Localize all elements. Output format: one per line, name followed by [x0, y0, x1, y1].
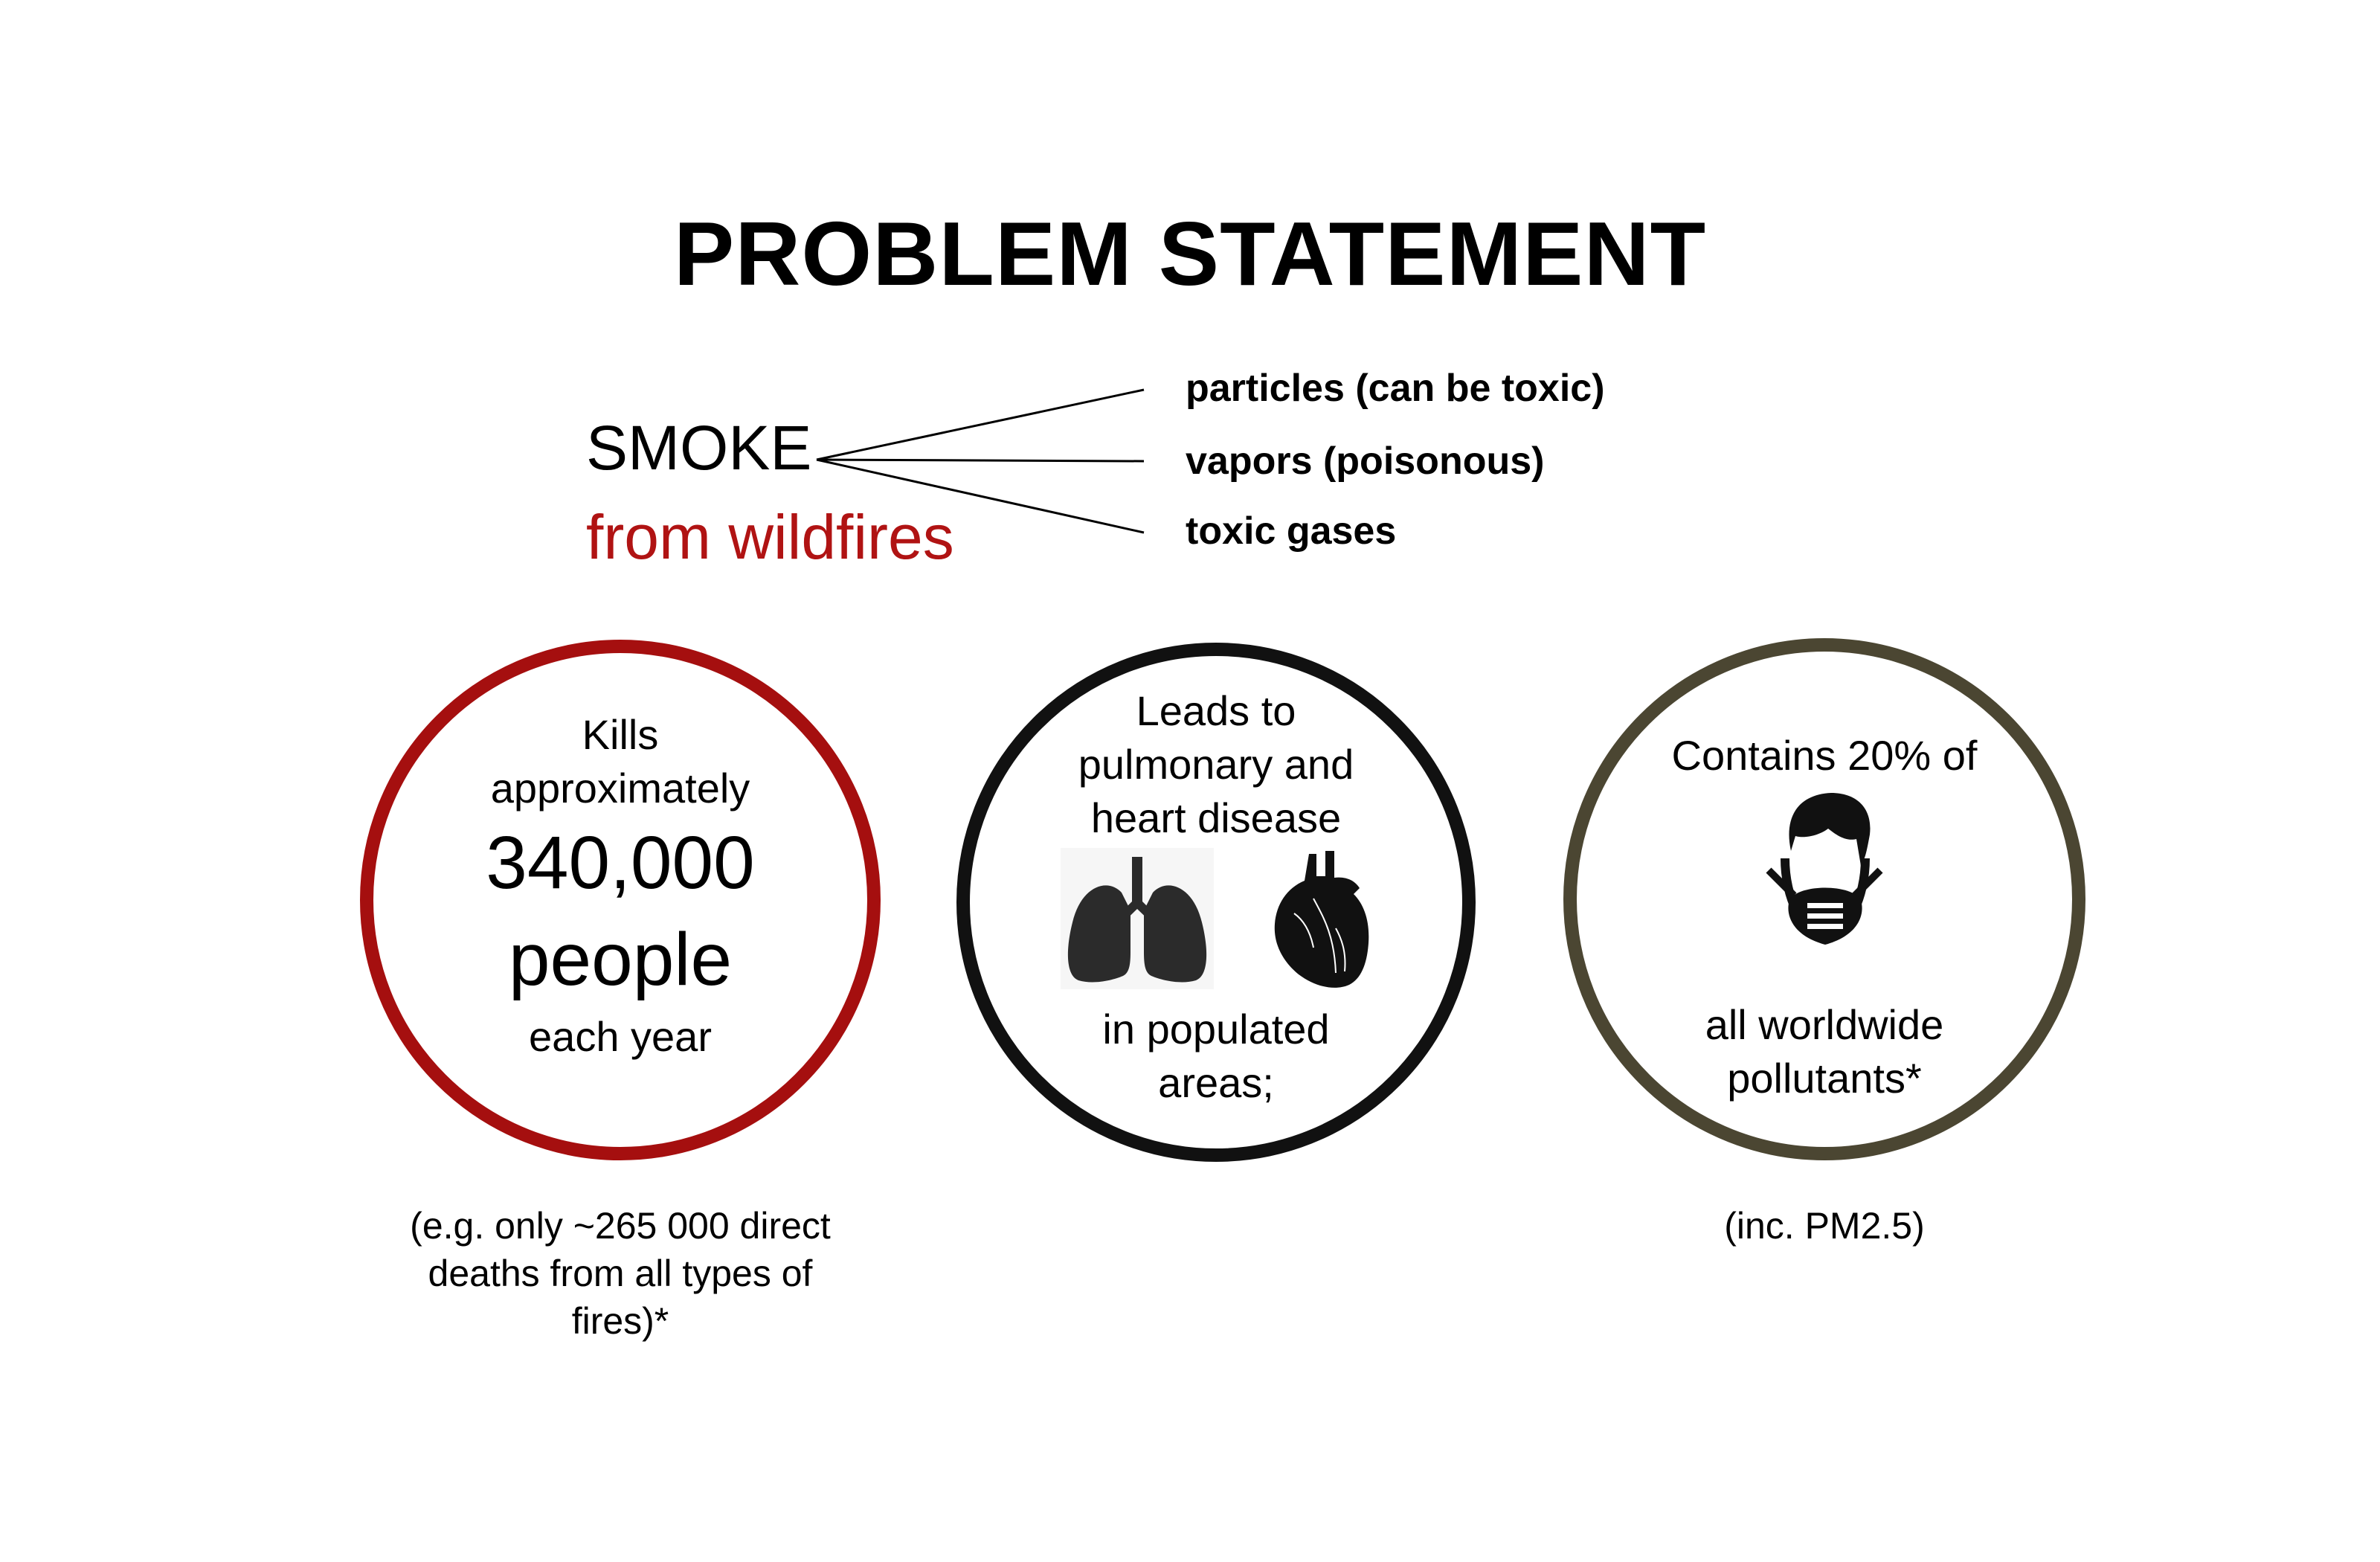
deaths-line-each-year: each year — [529, 1013, 712, 1060]
branch-line-particles — [816, 388, 1145, 461]
deaths-number: 340,000 — [486, 821, 755, 904]
pollutants-line-pollutants: pollutants* — [1727, 1055, 1922, 1102]
pollutants-line-worldwide: all worldwide — [1705, 1001, 1944, 1048]
deaths-unit: people — [508, 918, 733, 1001]
branch-vapors: vapors (poisonous) — [1186, 440, 1545, 483]
deaths-footnote-line: deaths from all types of — [428, 1253, 813, 1294]
disease-line-heart: heart disease — [1090, 794, 1342, 841]
branch-line-vapors — [816, 458, 1145, 463]
smoke-source-label: from wildfires — [586, 502, 954, 572]
page-title: PROBLEM STATEMENT — [673, 203, 1707, 304]
deaths-footnote: (e.g. only ~265 000 direct deaths from a… — [360, 1202, 881, 1345]
lungs-icon — [1061, 848, 1214, 989]
disease-line-populated: in populated — [1102, 1006, 1330, 1052]
branch-particles: particles (can be toxic) — [1186, 367, 1605, 410]
smoke-label: SMOKE — [586, 413, 812, 483]
disease-line-areas: areas; — [1158, 1059, 1274, 1106]
pollutants-footnote: (inc. PM2.5) — [1724, 1205, 1925, 1247]
deaths-footnote-line: (e.g. only ~265 000 direct — [410, 1205, 831, 1247]
deaths-footnote-line: fires)* — [571, 1300, 669, 1342]
disease-line-pulmonary: pulmonary and — [1078, 741, 1354, 788]
heart-icon — [1274, 851, 1369, 988]
disease-line-leads: Leads to — [1136, 687, 1296, 734]
deaths-line-kills: Kills — [582, 711, 659, 758]
masked-person-icon — [1766, 793, 1883, 945]
branch-line-gases — [816, 458, 1145, 534]
branch-toxic-gases: toxic gases — [1186, 510, 1397, 553]
pollutants-line-contains: Contains 20% of — [1671, 732, 1978, 779]
deaths-line-approx: approximately — [490, 765, 750, 811]
